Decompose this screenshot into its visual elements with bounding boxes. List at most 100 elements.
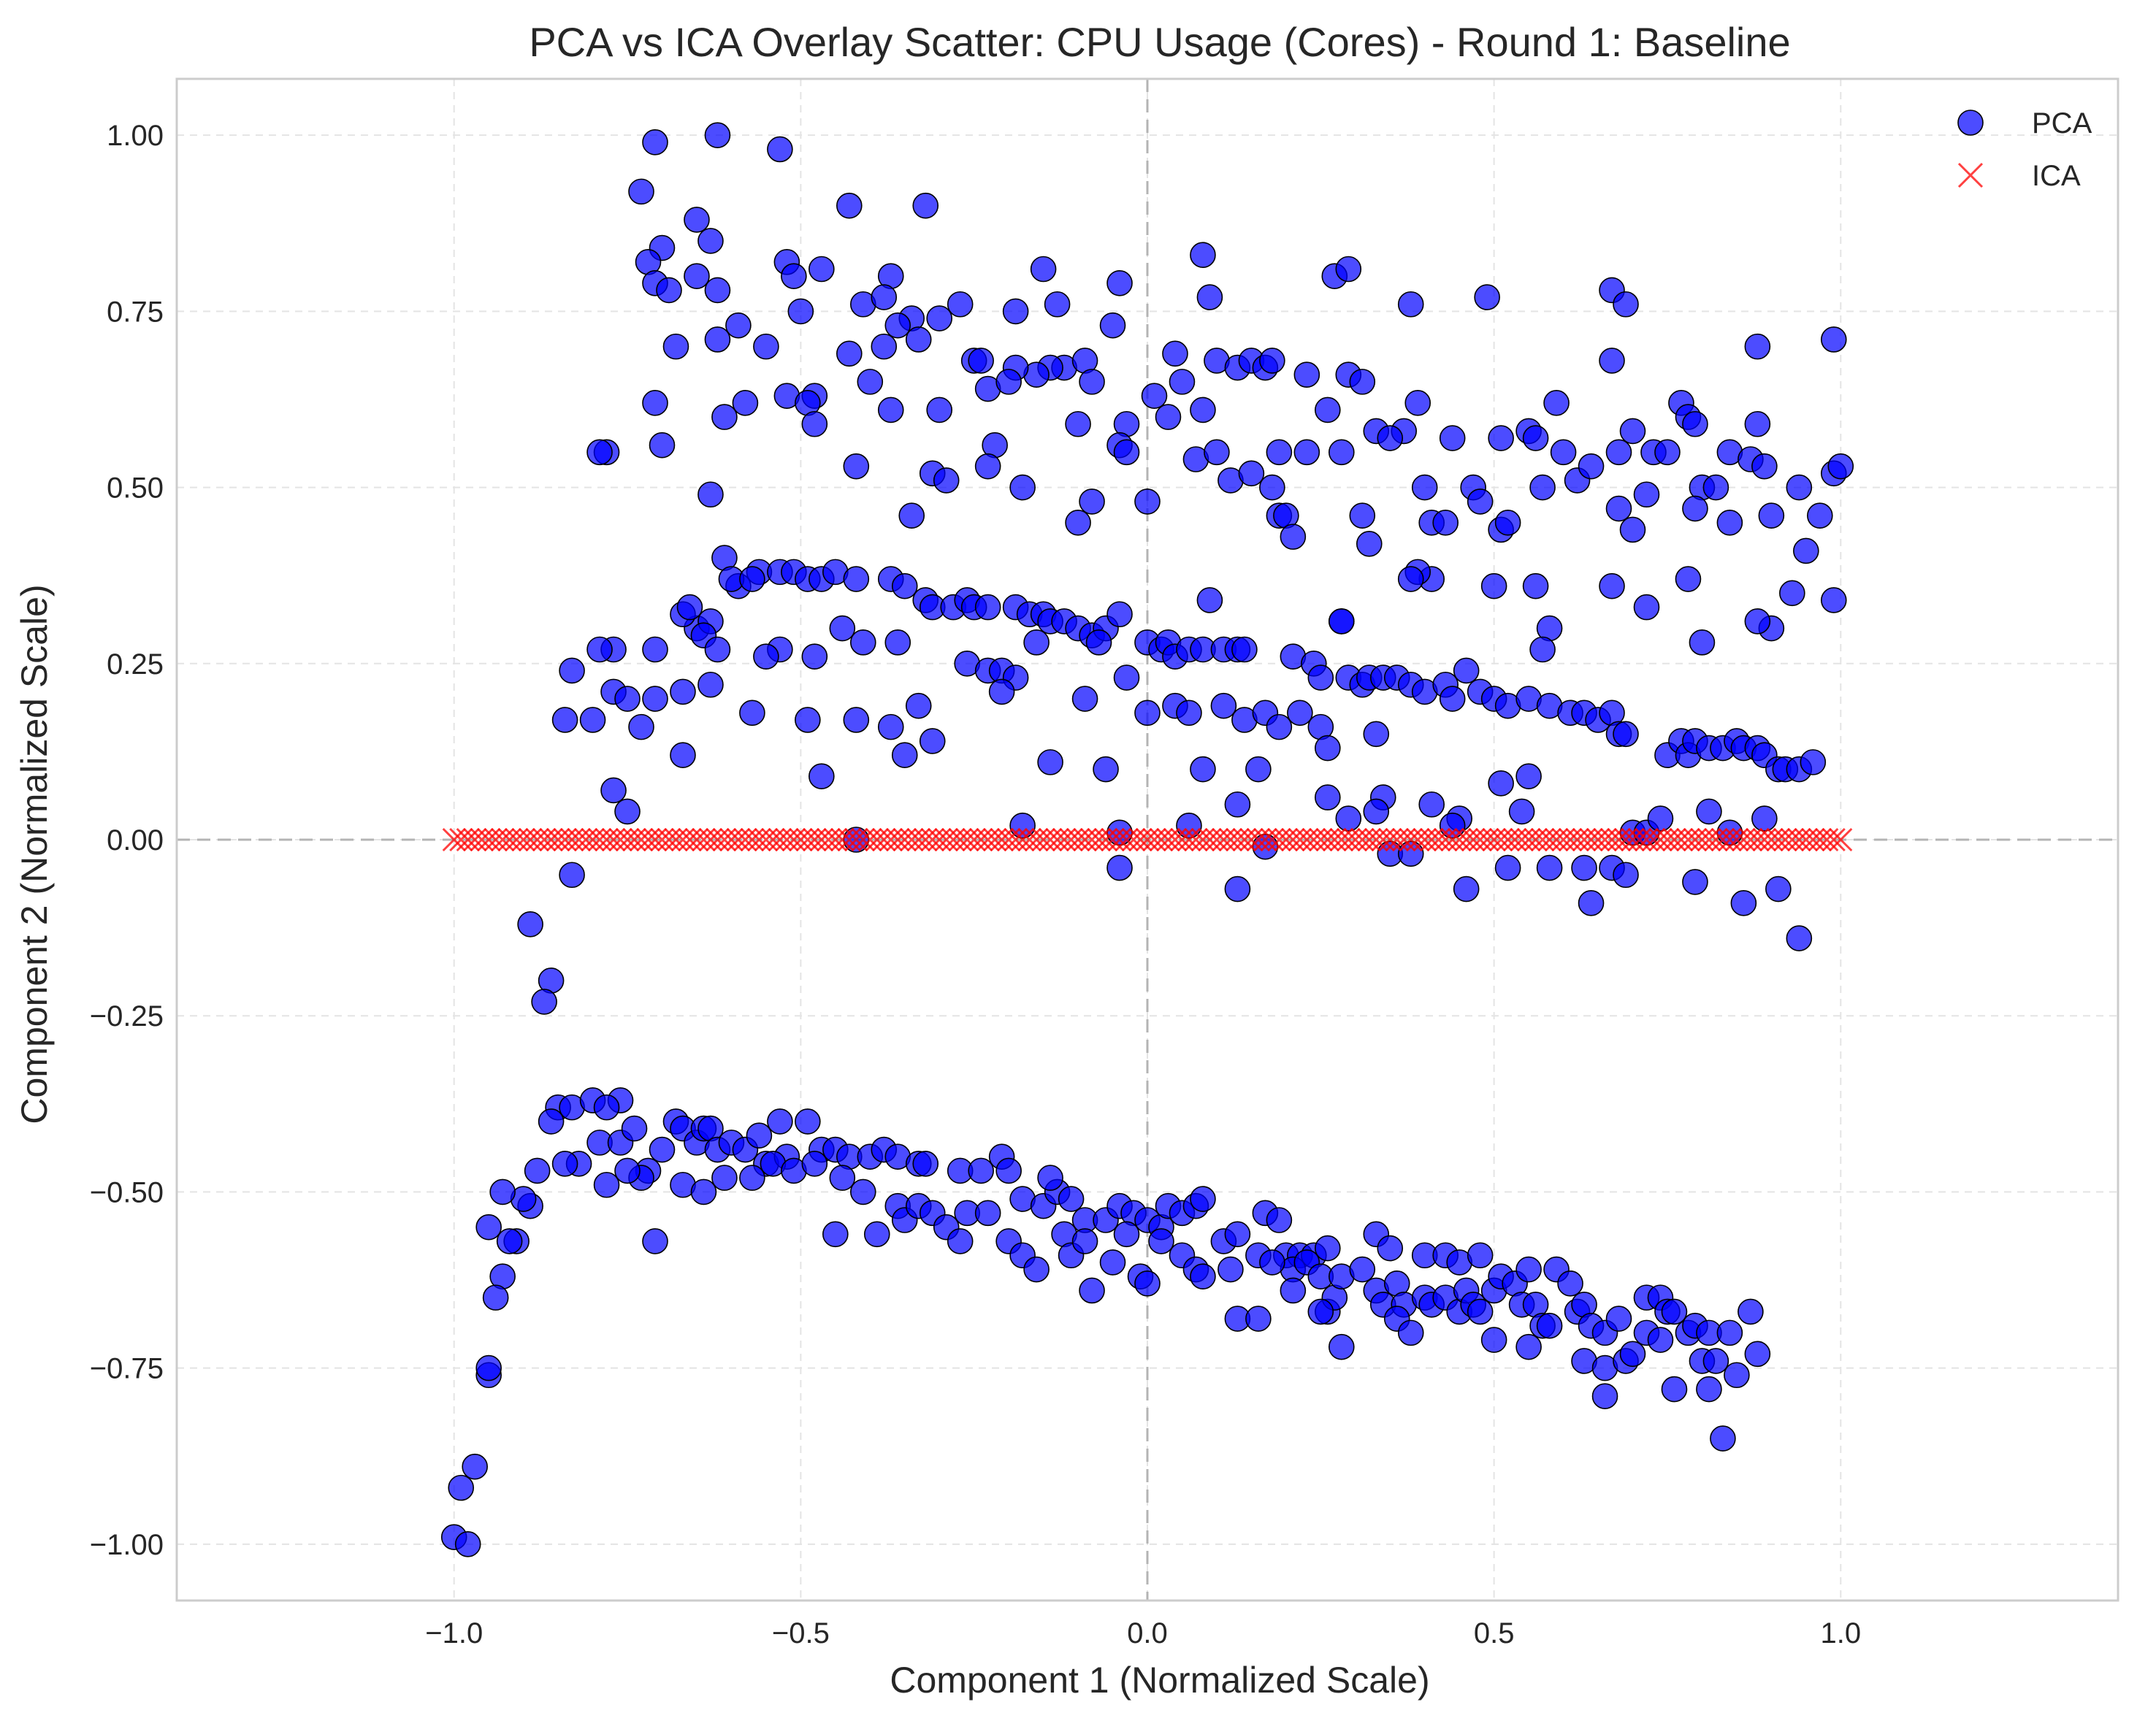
pca-point [1599, 572, 1625, 599]
pca-point [1522, 425, 1549, 451]
pca-point [1543, 390, 1570, 416]
pca-point [1037, 1165, 1063, 1191]
pca-point [642, 686, 668, 712]
pca-point [538, 1108, 565, 1135]
pca-point [711, 404, 738, 430]
chart-title: PCA vs ICA Overlay Scatter: CPU Usage (C… [529, 19, 1790, 65]
pca-point [968, 1157, 994, 1184]
pca-point [1266, 1207, 1293, 1233]
pca-point [1744, 608, 1771, 635]
pca-point [1356, 530, 1383, 557]
pca-point [1779, 580, 1805, 607]
legend-pca-label: PCA [2032, 107, 2092, 139]
pca-point [1508, 798, 1535, 825]
pca-point [1702, 474, 1729, 501]
pca-point [1335, 256, 1362, 283]
pca-point [524, 1157, 551, 1184]
y-tick-label: −0.75 [90, 1353, 164, 1385]
pca-point [767, 1108, 793, 1135]
pca-point [1453, 657, 1480, 684]
pca-point [1515, 1256, 1542, 1283]
x-tick-label: 0.5 [1474, 1617, 1515, 1649]
pca-point [1786, 474, 1813, 501]
pca-point [1266, 713, 1293, 740]
pca-point [593, 1094, 620, 1121]
pca-point [559, 862, 585, 889]
pca-point [1315, 1235, 1341, 1262]
pca-point [649, 1136, 676, 1163]
pca-point [1162, 340, 1188, 367]
pca-point [1134, 1270, 1161, 1297]
pca-point [725, 312, 752, 339]
pca-point [1751, 805, 1778, 832]
pca-point [1190, 242, 1216, 269]
pca-point [586, 439, 613, 466]
pca-point [1093, 756, 1119, 783]
pca-point [1744, 333, 1771, 360]
pca-point [684, 263, 710, 289]
pca-point [1079, 488, 1105, 515]
pca-point [739, 699, 765, 727]
pca-point [947, 291, 974, 318]
pca-point [1259, 348, 1285, 374]
ica-series [442, 827, 1853, 852]
pca-point [732, 390, 759, 416]
pca-point [1654, 439, 1681, 466]
pca-point [1335, 805, 1362, 832]
pca-point [1196, 587, 1223, 613]
x-axis-ticks: −1.0 −0.5 0.0 0.5 1.0 [425, 1617, 1861, 1649]
pca-point [739, 1165, 765, 1191]
pca-point [1793, 537, 1819, 564]
pca-point [559, 657, 585, 684]
pca-point [1605, 1306, 1632, 1332]
pca-point [877, 713, 904, 740]
pca-point [863, 1221, 890, 1248]
pca-point [739, 566, 765, 592]
pca-point [1613, 291, 1639, 318]
pca-point [905, 326, 932, 353]
pca-point [642, 390, 668, 416]
pca-point [1238, 460, 1265, 487]
y-axis-ticks: 1.00 0.75 0.50 0.25 0.00 −0.25 −0.50 −0.75 −1.00 [90, 120, 164, 1561]
pca-point [1155, 404, 1182, 430]
pca-point [1113, 439, 1140, 466]
pca-point [1190, 1186, 1216, 1212]
pca-point [1578, 453, 1605, 480]
pca-point [1494, 854, 1521, 881]
pca-point [593, 1171, 620, 1198]
pca-point [1169, 369, 1196, 395]
pca-point [1613, 721, 1639, 748]
pca-point [1224, 1221, 1251, 1248]
y-tick-label: 0.50 [107, 472, 164, 505]
pca-point [877, 396, 904, 423]
pca-point [1307, 664, 1334, 691]
pca-point [1280, 1277, 1307, 1304]
pca-point [1106, 854, 1133, 881]
y-tick-label: 1.00 [107, 120, 164, 152]
pca-point [795, 707, 821, 733]
pca-point [1765, 875, 1792, 902]
pca-point [843, 453, 870, 480]
pca-point [1467, 1298, 1494, 1325]
pca-point [849, 1178, 876, 1206]
pca-point [628, 178, 654, 205]
pca-point [496, 1228, 523, 1254]
pca-point [857, 369, 884, 395]
pca-point [988, 678, 1015, 705]
y-tick-label: 0.25 [107, 648, 164, 681]
pca-point [1744, 1341, 1771, 1368]
pca-point [649, 432, 676, 459]
pca-point [586, 636, 613, 663]
pca-point [531, 989, 557, 1015]
pca-point [919, 728, 946, 754]
pca-point [1134, 488, 1161, 515]
pca-point [781, 263, 807, 289]
pca-point [1605, 439, 1632, 466]
pca-point [1418, 791, 1445, 818]
pca-point [475, 1214, 502, 1241]
pca-point [1217, 1256, 1244, 1283]
pca-point [891, 742, 918, 769]
pca-point [1536, 854, 1563, 881]
pca-point [1820, 587, 1847, 613]
